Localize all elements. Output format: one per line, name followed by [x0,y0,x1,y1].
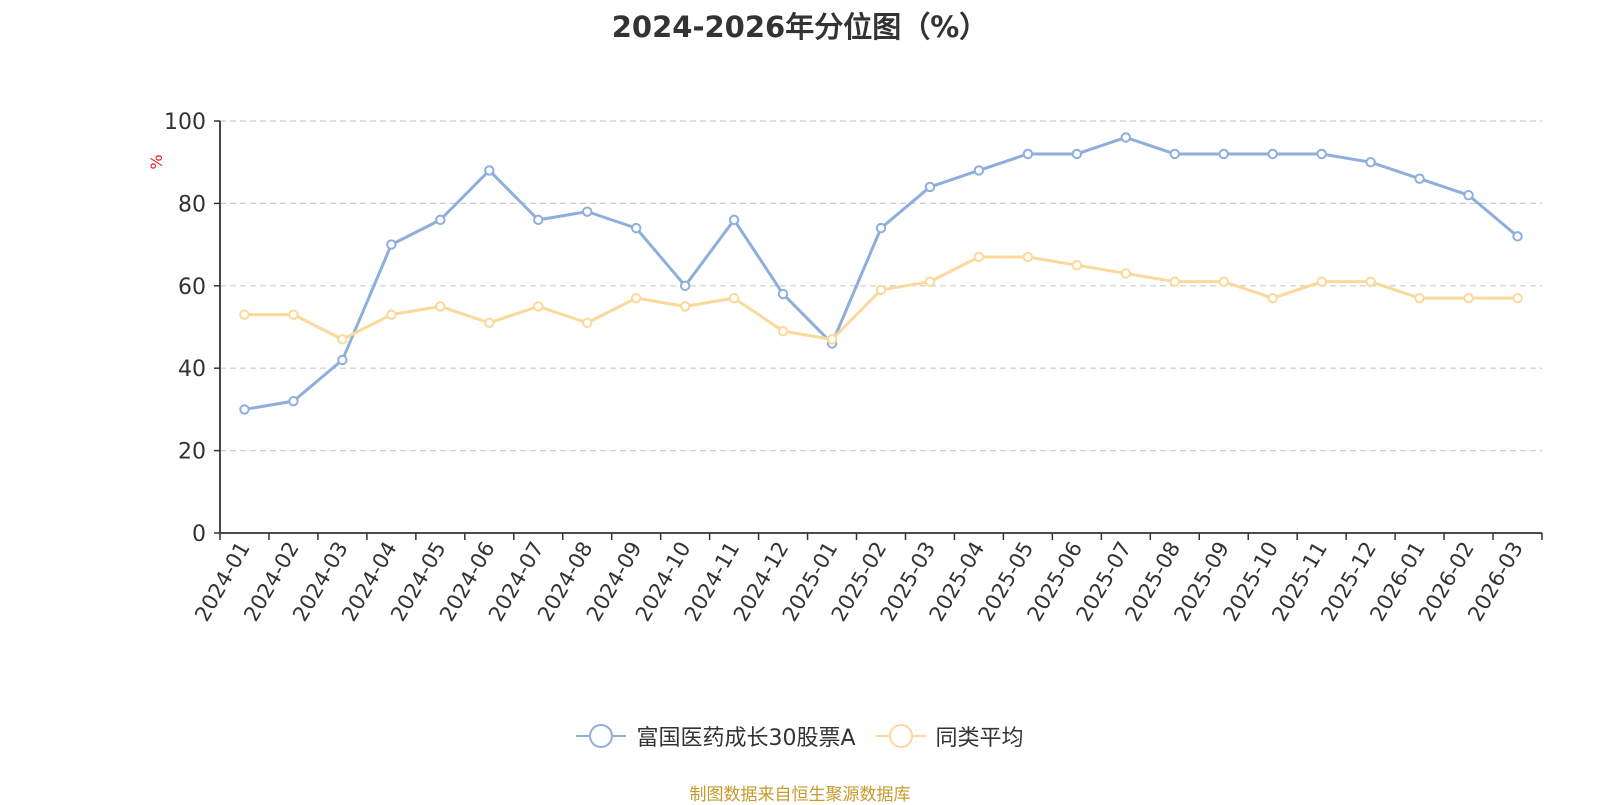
data-point-series-2 [337,334,348,345]
data-point-series-1 [728,214,740,226]
data-point-series-2 [1365,276,1376,287]
data-point-series-2 [435,301,446,312]
data-point-series-2 [484,317,495,329]
data-point-series-2 [1218,276,1229,287]
y-axis-label: % [147,154,166,169]
data-point-series-1 [337,354,348,366]
data-point-series-1 [288,395,299,407]
circle-line-icon [576,724,627,748]
data-point-series-2 [1267,292,1278,304]
data-point-series-1 [533,214,544,226]
y-tick-label: 60 [178,275,206,300]
data-point-series-2 [533,301,544,312]
data-point-series-2 [728,292,740,304]
legend-item-series-2[interactable]: 同类平均 [875,720,1024,752]
data-point-series-1 [1267,148,1278,160]
data-point-series-2 [1169,276,1180,287]
data-point-series-1 [1316,148,1327,160]
data-point-series-2 [973,251,985,263]
data-point-series-2 [239,309,250,320]
data-point-series-1 [875,222,887,234]
data-point-series-1 [973,165,985,176]
data-point-series-1 [239,404,250,415]
data-point-series-1 [1512,231,1523,242]
line-chart: 020406080100%2024-012024-022024-032024-0… [147,110,1543,625]
data-point-series-1 [679,280,691,291]
data-point-series-1 [1414,173,1425,184]
data-point-series-1 [1218,148,1229,160]
data-point-series-1 [924,181,936,193]
data-point-series-1 [582,206,593,217]
data-point-series-1 [1365,157,1376,168]
y-tick-label: 0 [192,522,206,547]
data-point-series-1 [630,222,642,234]
data-point-series-1 [484,165,495,176]
data-point-series-2 [288,309,299,320]
data-point-series-2 [1071,260,1083,271]
y-tick-label: 80 [178,192,206,217]
data-point-series-1 [1463,189,1474,201]
data-point-series-1 [386,239,397,250]
data-point-series-2 [924,276,936,287]
data-point-series-2 [777,325,789,337]
y-tick-label: 40 [178,357,206,382]
data-point-series-2 [875,284,887,296]
data-point-series-2 [1463,292,1474,304]
data-point-series-2 [630,292,642,304]
data-point-series-1 [777,288,789,300]
series-line-2 [244,255,1518,341]
data-point-series-1 [1022,148,1034,160]
legend-label: 同类平均 [935,726,1024,751]
source-note: 制图数据来自恒生聚源数据库 [689,785,911,805]
data-point-series-1 [1120,132,1132,143]
data-point-series-1 [1169,148,1180,160]
data-point-series-2 [386,309,397,320]
data-point-series-2 [679,301,691,312]
legend-label: 富国医药成长30股票A [636,726,856,751]
data-point-series-1 [435,214,446,226]
y-tick-label: 100 [164,110,206,135]
legend: 富国医药成长30股票A 同类平均 [0,720,1600,752]
data-point-series-2 [582,317,593,329]
data-point-series-2 [1414,292,1425,304]
legend-item-series-1[interactable]: 富国医药成长30股票A [576,720,856,752]
data-point-series-2 [1022,251,1034,263]
circle-line-icon [875,724,926,748]
data-point-series-2 [1316,276,1327,287]
chart-title: 2024-2026年分位图（%） [611,10,989,44]
y-tick-label: 20 [178,440,206,465]
data-point-series-2 [1120,268,1132,279]
data-point-series-2 [1512,292,1523,304]
data-point-series-2 [826,334,838,345]
data-point-series-1 [1071,148,1083,160]
